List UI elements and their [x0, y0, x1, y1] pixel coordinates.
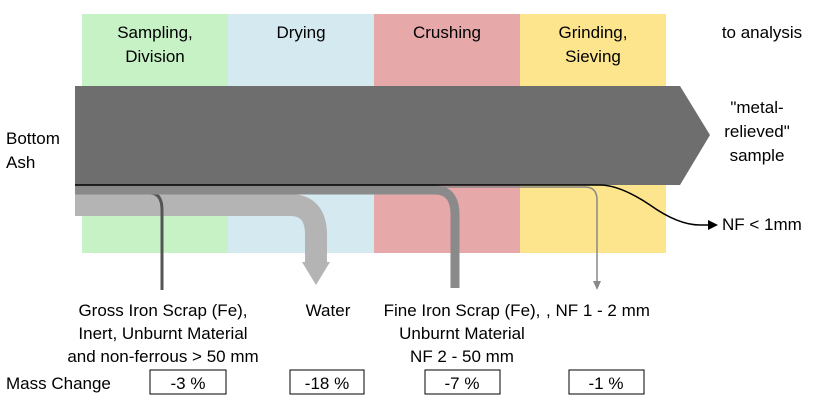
mass-change-value: -18 % — [305, 374, 349, 393]
destination-label: to analysis — [722, 23, 802, 42]
output-label: Fine Iron Scrap (Fe), Unburnt Material NF … — [384, 301, 541, 366]
arrowhead — [593, 281, 601, 290]
main-flow — [75, 86, 710, 185]
nf-line — [75, 186, 598, 282]
mass-box — [289, 369, 365, 395]
fine-line — [75, 184, 710, 226]
fine-output-label: NF < 1mm — [722, 215, 802, 234]
labels: Bottom Ash Sampling, Division Drying Crushing… — [6, 23, 802, 393]
crush-pipe — [75, 185, 460, 288]
mass-box — [568, 369, 645, 395]
mass-change-label: Mass Change — [6, 374, 111, 393]
output-label: Water — [306, 301, 351, 320]
mass-change-value: -7 % — [445, 374, 480, 393]
arrowhead — [302, 262, 330, 285]
product-label: "metal-relieved" sample — [724, 98, 790, 165]
mass-change-value: -1 % — [589, 374, 624, 393]
stage-label: Grinding, Sieving — [559, 23, 628, 66]
mass-change-value: -3 % — [171, 374, 206, 393]
stage-label: Drying — [276, 23, 325, 42]
input-label: Bottom Ash — [6, 129, 60, 172]
stage-label: Sampling, Division — [117, 23, 193, 66]
water-pipe — [75, 194, 327, 262]
mass-box — [149, 369, 227, 395]
mass-box — [424, 369, 501, 395]
stage-label: Crushing — [413, 23, 481, 42]
output-label: , NF 1 - 2 mm — [546, 301, 650, 320]
arrowhead — [708, 220, 718, 230]
output-label: Gross Iron Scrap (Fe), Inert, Unburnt Mat… — [67, 301, 258, 366]
